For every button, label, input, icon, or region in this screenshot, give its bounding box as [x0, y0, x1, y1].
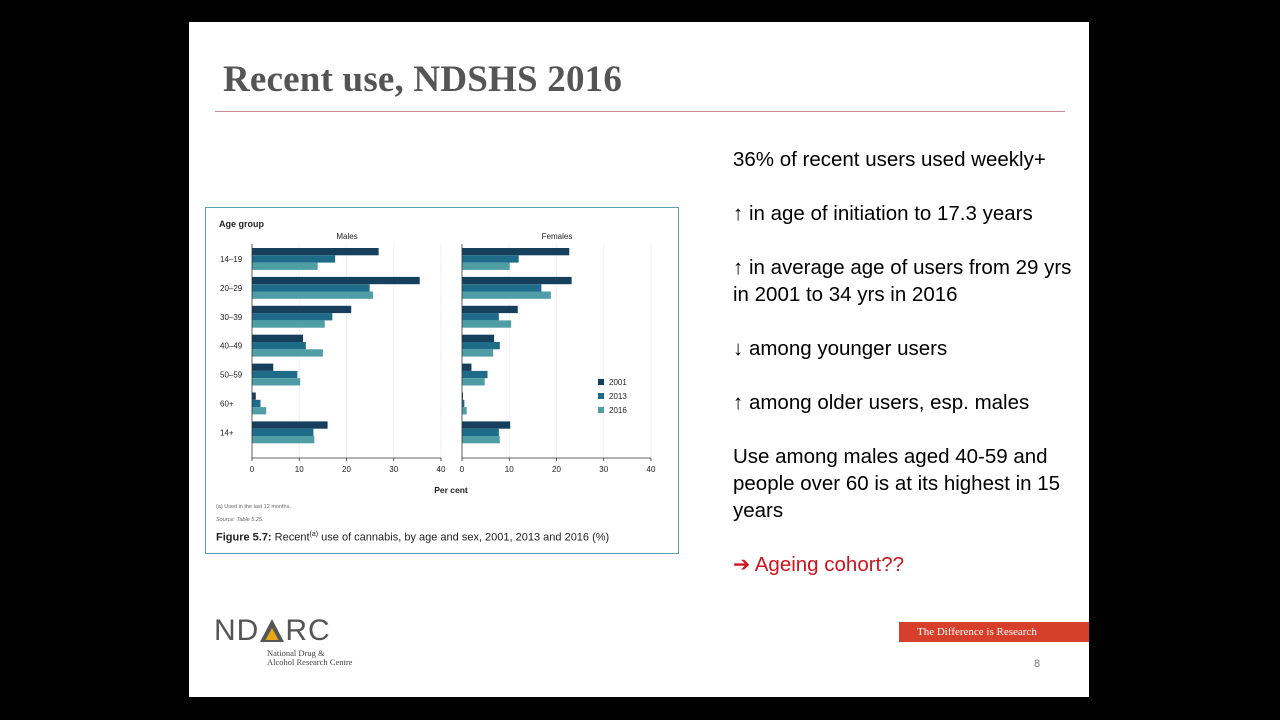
bar-females-2001 — [462, 421, 511, 429]
bar-males-2016 — [252, 436, 315, 444]
bar-females-2016 — [462, 378, 485, 386]
x-tick-label: 30 — [389, 465, 398, 474]
bar-females-2001 — [462, 363, 472, 371]
x-tick-label: 10 — [505, 465, 514, 474]
bar-males-2013 — [252, 255, 336, 263]
bar-males-2013 — [252, 428, 314, 436]
bar-males-2013 — [252, 370, 298, 379]
bar-males-2001 — [252, 334, 304, 342]
logo-wordmark: ND RC — [214, 616, 352, 646]
figure-caption-sup: (a) — [309, 531, 319, 538]
bullet-item: Use among males aged 40-59 and people ov… — [733, 445, 1061, 522]
category-label: 50–59 — [220, 371, 243, 380]
bar-males-2016 — [252, 349, 323, 357]
bar-females-2013 — [462, 313, 499, 321]
figure-panel: Age group Males 0 10 20 30 40 Females 0 10 20 30 40 1… — [205, 207, 679, 554]
bar-females-2001 — [462, 392, 463, 400]
bar-males-2016 — [252, 378, 301, 386]
bar-females-2016 — [462, 262, 510, 270]
x-tick-label: 0 — [460, 465, 465, 474]
x-tick-label: 30 — [599, 465, 608, 474]
x-tick-label: 40 — [437, 465, 446, 474]
title-divider — [215, 111, 1065, 112]
bar-females-2001 — [462, 305, 518, 314]
category-label: 60+ — [220, 399, 234, 408]
bullet-item: ↓ among younger users — [733, 337, 948, 360]
figure-caption-text-1: Recent — [271, 531, 310, 544]
figure-source: Source: Table 5.25. — [216, 517, 264, 523]
legend-swatch-2001 — [598, 379, 604, 385]
bullet-item: ↑ in average age of users from 29 yrs in… — [733, 256, 1072, 306]
x-tick-label: 10 — [295, 465, 304, 474]
bar-females-2013 — [462, 370, 488, 379]
figure-footnote: (a) Used in the last 12 months. — [216, 504, 291, 510]
logo-word-left: ND — [214, 614, 260, 647]
bar-females-2016 — [462, 349, 494, 357]
bar-males-2001 — [252, 421, 328, 429]
bar-females-2016 — [462, 320, 512, 328]
x-axis-label: Per cent — [434, 485, 468, 495]
x-tick-label: 0 — [250, 465, 255, 474]
bar-males-2001 — [252, 363, 274, 371]
category-label: 20–29 — [220, 284, 243, 293]
slide: Recent use, NDSHS 2016 Age group Males 0 10… — [189, 22, 1089, 697]
bar-males-2013 — [252, 284, 370, 292]
bar-males-2013 — [252, 342, 306, 350]
x-tick-label: 20 — [552, 465, 561, 474]
cannabis-use-chart: Age group Males 0 10 20 30 40 Females 0 10 20 30 40 1… — [219, 219, 656, 495]
bar-females-2013 — [462, 342, 500, 350]
bullet-item: ↑ in age of initiation to 17.3 years — [733, 202, 1033, 225]
y-axis-label: Age group — [219, 219, 264, 229]
bar-females-2013 — [462, 399, 465, 408]
legend-swatch-2013 — [598, 393, 604, 399]
bar-males-2013 — [252, 313, 333, 321]
figure-caption: Figure 5.7: Recent(a) use of cannabis, b… — [216, 531, 609, 544]
bar-females-2013 — [462, 428, 499, 436]
bar-males-2001 — [252, 276, 420, 285]
logo-subtitle: National Drug & Alcohol Research Centre — [267, 648, 353, 667]
figure-caption-label: Figure 5.7: — [216, 531, 272, 544]
bar-females-2001 — [462, 334, 495, 342]
bar-females-2001 — [462, 248, 570, 256]
bar-females-2013 — [462, 284, 542, 292]
tagline-banner: The Difference is Research — [899, 622, 1089, 642]
bar-females-2016 — [462, 436, 500, 444]
bullet-list: 36% of recent users used weekly+ ↑ in ag… — [733, 146, 1078, 605]
panel-title: Females — [542, 232, 573, 241]
bar-females-2013 — [462, 255, 519, 263]
category-label: 40–49 — [220, 342, 243, 351]
legend-swatch-2016 — [598, 407, 604, 413]
logo-triangle-icon — [260, 619, 285, 642]
bar-males-2001 — [252, 392, 256, 400]
bullet-item-accent: ➔ Ageing cohort?? — [733, 553, 905, 576]
slide-title: Recent use, NDSHS 2016 — [223, 59, 623, 100]
legend-label-2001: 2001 — [609, 378, 627, 387]
bullet-item: 36% of recent users used weekly+ — [733, 148, 1046, 171]
logo-word-right: RC — [285, 614, 331, 647]
category-label: 30–39 — [220, 313, 243, 322]
panel-title: Males — [336, 232, 357, 241]
legend-label-2016: 2016 — [609, 406, 627, 415]
bar-males-2001 — [252, 248, 379, 256]
bar-males-2016 — [252, 320, 325, 328]
category-label: 14+ — [220, 428, 234, 437]
bar-females-2016 — [462, 407, 467, 415]
legend-label-2013: 2013 — [609, 392, 627, 401]
bar-males-2016 — [252, 407, 267, 415]
bar-males-2016 — [252, 262, 318, 270]
x-tick-label: 20 — [342, 465, 351, 474]
ndarc-logo: ND RC National Drug & Alcohol Research Ce… — [214, 616, 352, 667]
bar-males-2016 — [252, 291, 373, 299]
figure-caption-text-2: use of cannabis, by age and sex, 2001, 2… — [318, 531, 610, 544]
bar-females-2016 — [462, 291, 551, 299]
bar-females-2001 — [462, 276, 572, 285]
category-label: 14–19 — [220, 255, 243, 264]
bullet-item: ↑ among older users, esp. males — [733, 391, 1030, 414]
bar-males-2001 — [252, 305, 352, 314]
page-number: 8 — [1034, 658, 1041, 670]
bar-males-2013 — [252, 399, 261, 408]
x-tick-label: 40 — [647, 465, 656, 474]
